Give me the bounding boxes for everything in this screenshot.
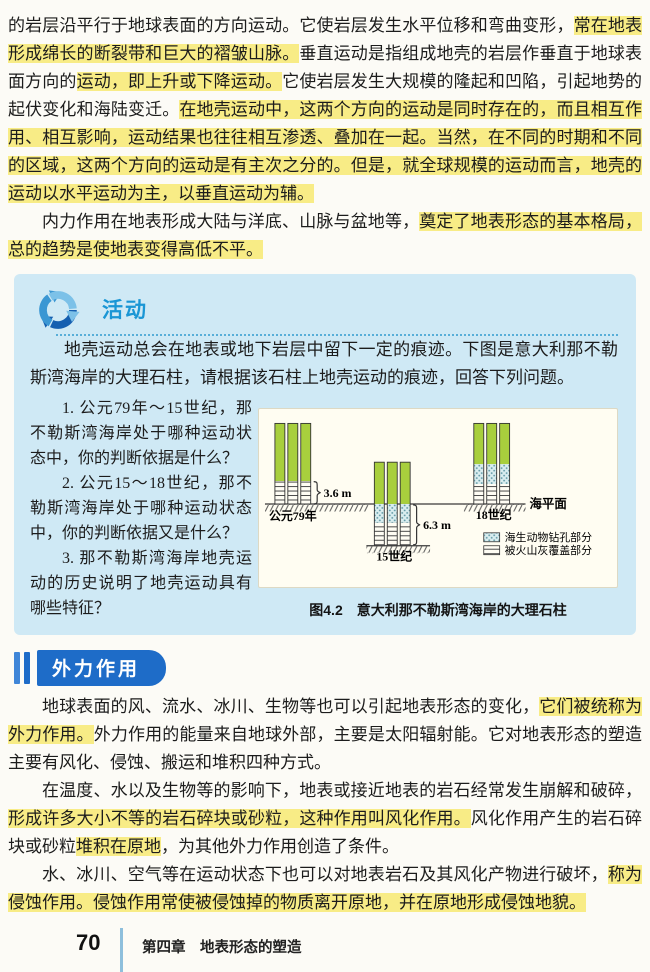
highlighted-text: 形成许多大小不等的岩石碎块或砂粒，这种作用叫风化作用。 xyxy=(8,809,471,828)
body-paragraph: 内力作用在地表形成大陆与洋底、山脉与盆地等，奠定了地表形态的基本格局，总的趋势是… xyxy=(8,208,642,264)
brace-6-3m xyxy=(413,504,421,546)
figure-column: 海平面 xyxy=(258,396,618,621)
text-segment: 风化作用产生的岩石碎块或砂粒 xyxy=(8,809,642,856)
activity-title: 活动 xyxy=(102,299,148,322)
question-1: 1. 公元79年～15世纪，那不勒斯湾海岸处于哪种运动状态中，你的判断依据是什么… xyxy=(30,400,252,467)
sea-level-label: 海平面 xyxy=(529,496,566,511)
columns-15th-century: 6.3 m 15世纪 xyxy=(366,461,451,564)
legend-swatch-bored xyxy=(483,532,501,543)
activity-questions: 1. 公元79年～15世纪，那不勒斯湾海岸处于哪种运动状态中，你的判断依据是什么… xyxy=(30,396,252,621)
annotation-6-3m: 6.3 m xyxy=(423,518,451,532)
page-footer: 70 第四章 地表形态的塑造 xyxy=(0,928,650,972)
marble-columns-diagram: 海平面 xyxy=(258,408,618,588)
shore-ground-left xyxy=(264,504,369,512)
page-number: 70 xyxy=(76,930,101,955)
activity-header: 活动 xyxy=(30,284,618,336)
dotted-divider xyxy=(56,334,618,336)
text-segment: ，为其他外力作用创造了条件。 xyxy=(161,837,399,856)
highlighted-text: 运动，即上升或下降运动。 xyxy=(76,72,283,91)
text-segment: 垂直运动是指组成地壳的岩层作垂直于地球表面方向的 xyxy=(8,44,643,91)
cycle-arrows-icon xyxy=(32,284,84,336)
marble-columns-diagram-svg: 海平面 xyxy=(264,422,592,564)
columns-18th-century: 18世纪 xyxy=(473,422,512,522)
activity-columns: 1. 公元79年～15世纪，那不勒斯湾海岸处于哪种运动状态中，你的判断依据是什么… xyxy=(30,396,618,621)
legend-label-ash: 被火山灰覆盖部分 xyxy=(505,543,592,557)
text-segment: 它使岩层发生大规模的隆起和凹陷，引起地势的起伏变化和海陆变迁。 xyxy=(8,72,643,119)
chapter-title: 第四章 地表形态的塑造 xyxy=(142,940,302,956)
footer-divider xyxy=(120,928,123,972)
legend-swatch-ash xyxy=(483,545,501,556)
label-15th-century: 15世纪 xyxy=(376,550,412,564)
section-header: 外力作用 xyxy=(14,650,650,686)
section-bar-icon xyxy=(14,652,20,684)
activity-intro: 地壳运动总会在地表或地下岩层中留下一定的痕迹。下图是意大利那不勒斯湾海岸的大理石… xyxy=(30,340,618,387)
section-title-badge: 外力作用 xyxy=(37,650,167,686)
label-ad79: 公元79年 xyxy=(269,509,317,523)
figure-caption: 图4.2 意大利那不勒斯湾海岸的大理石柱 xyxy=(309,602,567,618)
figure-legend: 海生动物钻孔部分 被火山灰覆盖部分 xyxy=(483,530,592,557)
shore-ground-right xyxy=(463,504,526,512)
text-segment: 水、冰川、空气等在运动状态下也可以对地表岩石及其风化产物进行破坏， xyxy=(42,865,608,884)
body-paragraph: 在温度、水以及生物等的影响下，地表或接近地表的岩石经常发生崩解和破碎， 形成许多大… xyxy=(8,777,642,861)
body-paragraph: 水、冰川、空气等在运动状态下也可以对地表岩石及其风化产物进行破坏，称为侵蚀作用。… xyxy=(8,861,643,917)
question-3: 3. 那不勒斯湾海岸地壳运动的历史说明了地壳运动具有哪些特征？ xyxy=(30,550,252,617)
body-paragraph: 的岩层沿平行于地球表面的方向运动。它使岩层发生水平位移和弯曲变形，常在地表形成绵… xyxy=(8,12,643,208)
label-18th-century: 18世纪 xyxy=(476,508,512,522)
columns-ad79: 3.6 m 公元79年 xyxy=(269,422,352,523)
brace-3-6m xyxy=(313,480,322,505)
lower-text-block: 地球表面的风、流水、冰川、生物等也可以引起地表形态的变化，它们被统称为外力作用。… xyxy=(0,693,650,917)
text-segment: 内力作用在地表形成大陆与洋底、山脉与盆地等， xyxy=(42,212,420,231)
question-2: 2. 公元15～18世纪，那不勒斯湾海岸处于哪种运动状态中，你的判断依据又是什么… xyxy=(30,475,252,542)
text-segment: 外力作用的能量来自地球外部，主要是太阳辐射能。它对地表形态的塑造主要有风化、侵蚀… xyxy=(8,725,643,772)
main-text-block: 的岩层沿平行于地球表面的方向运动。它使岩层发生水平位移和弯曲变形，常在地表形成绵… xyxy=(0,0,650,264)
text-segment: 地球表面的风、流水、冰川、生物等也可以引起地表形态的变化， xyxy=(42,697,540,716)
activity-box: 活动 地壳运动总会在地表或地下岩层中留下一定的痕迹。下图是意大利那不勒斯湾海岸的… xyxy=(14,274,636,635)
body-paragraph: 地球表面的风、流水、冰川、生物等也可以引起地表形态的变化，它们被统称为外力作用。… xyxy=(8,693,643,777)
annotation-3-6m: 3.6 m xyxy=(324,486,352,500)
legend-label-bored: 海生动物钻孔部分 xyxy=(505,530,592,544)
highlighted-text: 堆积在原地 xyxy=(76,837,161,856)
text-segment: 在温度、水以及生物等的影响下，地表或接近地表的岩石经常发生崩解和破碎， xyxy=(42,781,642,800)
text-segment: 的岩层沿平行于地球表面的方向运动。它使岩层发生水平位移和弯曲变形， xyxy=(8,16,574,35)
section-bar-icon xyxy=(24,652,30,684)
